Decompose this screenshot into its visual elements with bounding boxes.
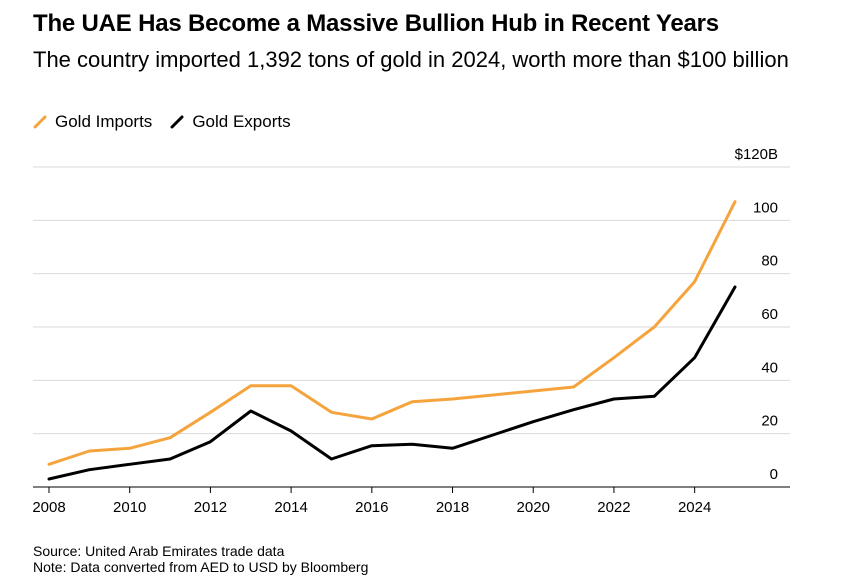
legend-swatch-exports — [170, 115, 184, 129]
x-axis: 2008 2010 2012 2014 2016 2018 2020 2022 2024 — [32, 486, 790, 516]
series-line-exports — [47, 285, 737, 481]
x-tick-label-2014: 2014 — [274, 499, 307, 516]
x-tick-label-2008: 2008 — [32, 499, 65, 516]
x-tick-label-2022: 2022 — [597, 499, 630, 516]
series-line-imports — [47, 200, 737, 466]
x-tick-label-2012: 2012 — [194, 499, 227, 516]
grid-lines — [33, 166, 790, 435]
x-tick-label-2010: 2010 — [113, 499, 146, 516]
x-tick-label-2018: 2018 — [436, 499, 469, 516]
legend-label-exports: Gold Exports — [192, 112, 291, 131]
y-tick-label-60: 60 — [761, 306, 778, 323]
legend-swatch-imports — [33, 115, 47, 129]
y-tick-label-20: 20 — [761, 413, 778, 430]
chart-subtitle: The country imported 1,392 tons of gold … — [33, 47, 789, 72]
y-tick-label-0: 0 — [770, 466, 778, 483]
data-note: Note: Data converted from AED to USD by … — [33, 559, 369, 575]
x-tick-label-2016: 2016 — [355, 499, 388, 516]
footer: Source: United Arab Emirates trade data … — [33, 543, 368, 575]
legend-item-imports: Gold Imports — [33, 112, 152, 132]
y-tick-label-40: 40 — [761, 359, 778, 376]
y-tick-label-120: $120B — [735, 146, 778, 163]
chart-title: The UAE Has Become a Massive Bullion Hub… — [33, 10, 719, 37]
legend: Gold Imports Gold Exports — [33, 112, 309, 132]
x-tick-label-2024: 2024 — [678, 499, 711, 516]
legend-label-imports: Gold Imports — [55, 112, 153, 131]
legend-item-exports: Gold Exports — [170, 112, 291, 132]
y-tick-label-100: 100 — [753, 199, 778, 216]
source-note: Source: United Arab Emirates trade data — [33, 543, 285, 559]
y-tick-labels: 0 20 40 60 80 100 $120B — [735, 146, 778, 483]
series-lines — [47, 200, 737, 481]
x-tick-label-2020: 2020 — [517, 499, 550, 516]
y-tick-label-80: 80 — [761, 253, 778, 270]
